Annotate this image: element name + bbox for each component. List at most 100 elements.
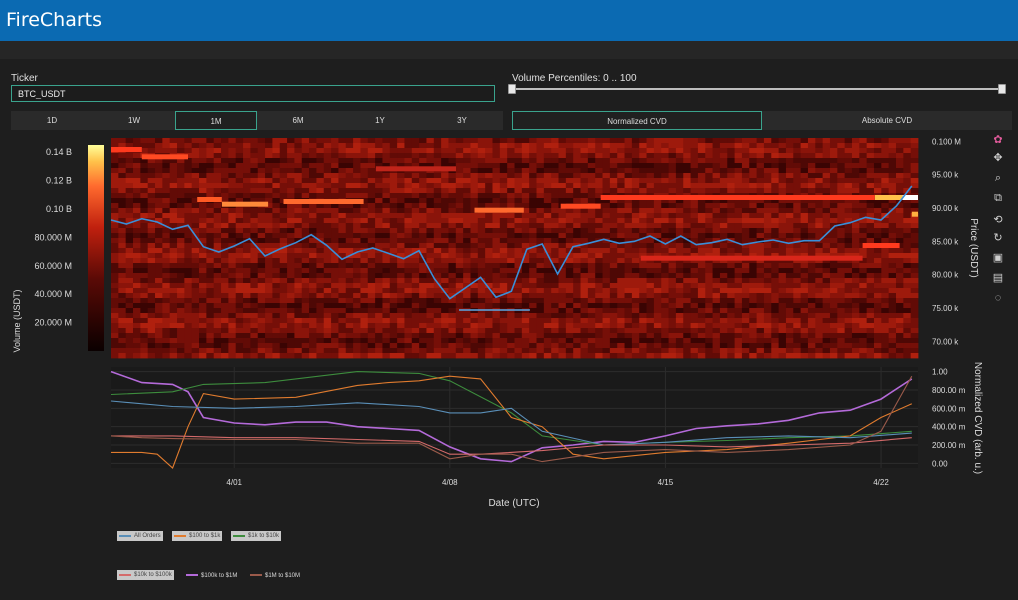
zoom-icon[interactable]: ⌕	[994, 172, 1002, 184]
heatmap-cell	[705, 148, 713, 154]
heatmap-cell	[756, 283, 765, 289]
heatmap-cell	[624, 348, 633, 354]
heatmap-cell	[807, 313, 816, 319]
heatmap-cell	[485, 148, 493, 154]
heatmap-cell	[485, 138, 493, 144]
heatmap-cell	[477, 248, 486, 254]
heatmap-cell	[844, 348, 853, 354]
heatmap-cell	[287, 173, 295, 179]
heatmap-cell	[683, 333, 691, 339]
heatmap-cell	[881, 158, 890, 164]
heatmap-cell	[162, 208, 171, 214]
heatmap-cell	[294, 138, 303, 144]
heatmap-cell	[822, 338, 831, 344]
heatmap-cell	[778, 273, 787, 279]
heatmap-cell	[668, 223, 677, 229]
heatmap-cell	[675, 313, 684, 319]
timeframe-button-1y[interactable]: 1Y	[339, 111, 421, 130]
heatmap-cell	[404, 208, 413, 214]
heatmap-cell	[712, 163, 721, 169]
heatmap-cell	[661, 338, 669, 344]
heatmap-cell	[543, 228, 552, 234]
heatmap-cell	[507, 253, 515, 259]
timeframe-button-3y[interactable]: 3Y	[421, 111, 503, 130]
cvd-mode-button-normalized[interactable]: Normalized CVD	[512, 111, 762, 130]
volume-percentile-max-handle[interactable]	[998, 84, 1006, 94]
heatmap-cell	[881, 148, 890, 154]
spike-icon[interactable]: ◌	[994, 292, 1002, 304]
heatmap-cell	[646, 228, 655, 234]
heatmap-cell	[653, 148, 662, 154]
heatmap-cell	[250, 278, 259, 284]
heatmap-cell	[521, 148, 530, 154]
heatmap-cell	[793, 293, 802, 299]
heatmap-cell	[162, 253, 171, 259]
heatmap-cell	[793, 208, 802, 214]
heatmap-cell	[118, 178, 127, 184]
heatmap-cell	[756, 158, 765, 164]
heatmap-cell	[529, 203, 537, 209]
heatmap-cell	[910, 323, 919, 329]
legend-item[interactable]: All Orders	[117, 531, 163, 543]
heatmap-cell	[558, 178, 567, 184]
heatmap-cell	[624, 148, 633, 154]
heatmap-cell	[793, 148, 802, 154]
heatmap-cell	[111, 288, 119, 294]
heatmap-cell	[331, 228, 339, 234]
heatmap-cell	[807, 148, 816, 154]
heatmap-cell	[228, 288, 237, 294]
timeframe-button-1d[interactable]: 1D	[11, 111, 93, 130]
heatmap-cell	[477, 263, 486, 269]
heatmap-cell	[213, 188, 222, 194]
heatmap-cell	[411, 153, 420, 159]
heatmap-cell	[551, 238, 559, 244]
legend-item[interactable]: $100k to $1M	[186, 570, 237, 582]
heatmap-cell	[463, 248, 471, 254]
legend-item[interactable]: $1M to $10M	[250, 570, 300, 582]
heatmap-cell	[485, 288, 493, 294]
compare-icon[interactable]: ⧉	[994, 192, 1002, 204]
heatmap-cell	[895, 238, 904, 244]
heatmap-cell	[573, 233, 581, 239]
volume-percentile-min-handle[interactable]	[508, 84, 516, 94]
legend-item[interactable]: $100 to $1k	[172, 531, 223, 543]
heatmap-cell	[793, 308, 802, 314]
heatmap-cell	[338, 263, 347, 269]
heatmap-cell	[778, 338, 787, 344]
heatmap-cell	[873, 173, 882, 179]
heatmap-cell	[771, 203, 780, 209]
heatmap-cell	[903, 258, 912, 264]
legend-item[interactable]: $1k to $10k	[231, 531, 282, 543]
heatmap-cell	[213, 148, 222, 154]
pan-icon[interactable]: ✥	[993, 152, 1003, 164]
cvd-mode-button-absolute[interactable]: Absolute CVD	[762, 111, 1012, 130]
timeframe-button-6m[interactable]: 6M	[257, 111, 339, 130]
hover-icon[interactable]: ▤	[992, 272, 1004, 284]
plotly-logo-icon[interactable]: ✿	[993, 134, 1003, 146]
heatmap-cell	[595, 218, 603, 224]
heatmap-cell	[485, 153, 493, 159]
volume-percentile-slider-track[interactable]	[512, 88, 1002, 90]
heatmap-cell	[279, 298, 288, 304]
heatmap-cell	[617, 218, 625, 224]
cvd-panel-background	[111, 367, 918, 468]
autoscale-icon[interactable]: ⟲	[993, 214, 1003, 226]
legend-item[interactable]: $10k to $100k	[117, 570, 174, 582]
heatmap-cell	[360, 233, 369, 239]
heatmap-cell	[793, 243, 802, 249]
heatmap-cell	[573, 168, 581, 174]
heatmap-cell	[184, 278, 193, 284]
heatmap-cell	[749, 223, 757, 229]
timeframe-button-1m[interactable]: 1M	[175, 111, 257, 130]
heatmap-cell	[265, 263, 273, 269]
reset-icon[interactable]: ↻	[993, 232, 1003, 244]
heatmap-cell	[653, 203, 662, 209]
heatmap-cell	[617, 208, 625, 214]
heatmap-cell	[191, 153, 200, 159]
download-icon[interactable]: ▣	[992, 252, 1004, 264]
ticker-input[interactable]	[11, 85, 495, 102]
heatmap-cell	[111, 178, 119, 184]
timeframe-button-1w[interactable]: 1W	[93, 111, 175, 130]
heatmap-cell	[389, 248, 398, 254]
